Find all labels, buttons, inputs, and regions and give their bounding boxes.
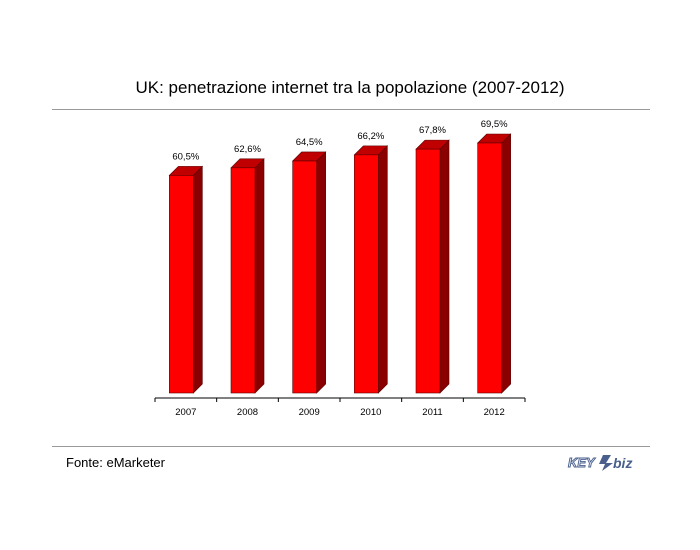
bar-side-2007 <box>193 165 203 394</box>
data-label-2008: 62,6% <box>234 144 261 155</box>
bar-2009 <box>292 160 317 394</box>
data-label-2009: 64,5% <box>296 137 323 148</box>
bar-side-2009 <box>316 151 326 394</box>
data-label-2011: 67,8% <box>419 125 446 136</box>
logo-4-icon <box>599 455 613 471</box>
bar-2007 <box>169 175 194 394</box>
x-tick-label-2008: 2008 <box>237 407 258 418</box>
source-note: Fonte: eMarketer <box>66 455 165 470</box>
x-tick-label-2009: 2009 <box>299 407 320 418</box>
chart-title: UK: penetrazione internet tra la popolaz… <box>135 78 565 97</box>
x-tick-label-2012: 2012 <box>484 407 505 418</box>
bar-side-2010 <box>378 145 388 394</box>
bar-side-2011 <box>439 139 450 394</box>
data-label-2010: 66,2% <box>357 131 384 142</box>
x-tick-label-2010: 2010 <box>360 407 381 418</box>
bottom-divider <box>52 446 650 447</box>
data-label-2007: 60,5% <box>172 151 199 162</box>
bar-2008 <box>230 167 256 394</box>
bar-side-2008 <box>254 158 265 394</box>
logo-biz-text: biz <box>613 455 632 471</box>
data-label-2012: 69,5% <box>481 119 508 130</box>
x-tick-label-2007: 2007 <box>175 407 196 418</box>
bar-chart: 60,5% 2007 62,6% 2008 64,5% 2009 66,2% 2010 67,8… <box>154 119 526 418</box>
bar-2011 <box>415 148 441 394</box>
bar-2012 <box>477 142 502 394</box>
bar-2010 <box>354 154 379 394</box>
bar-side-2012 <box>501 133 511 394</box>
key4biz-logo: KEY biz <box>567 452 639 472</box>
x-tick-label-2011: 2011 <box>422 407 442 418</box>
top-divider <box>52 109 650 110</box>
logo-key-text: KEY <box>568 455 596 470</box>
